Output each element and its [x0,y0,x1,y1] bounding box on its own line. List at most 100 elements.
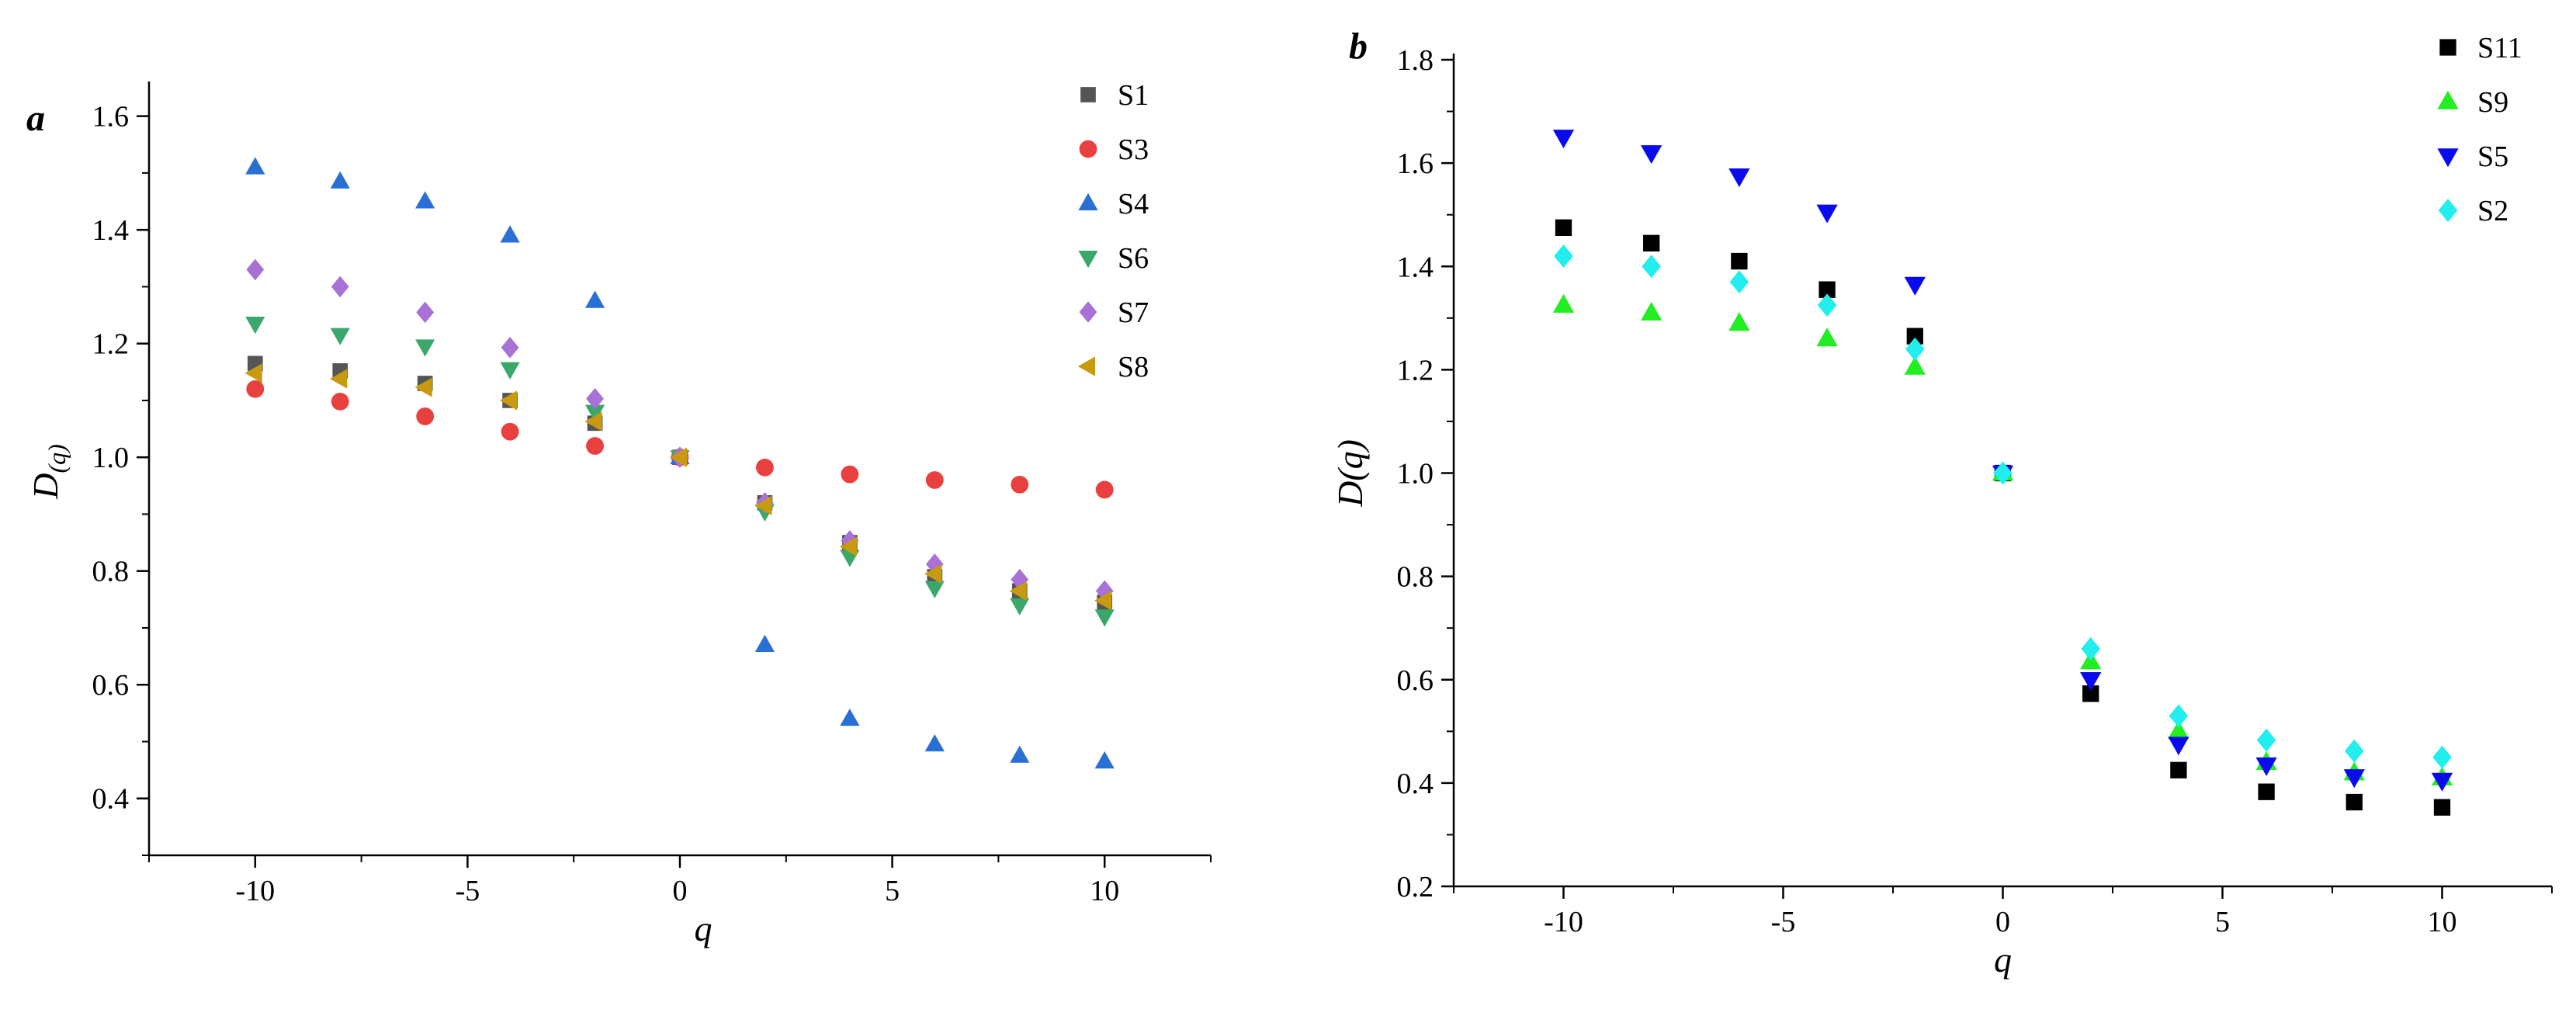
panel-b-series-S11 [1555,219,2451,816]
panel-a-legend-marker-S3 [1079,140,1097,158]
panel-a-y-tick-label: 0.8 [92,556,130,588]
panel-a-point-S7 [586,387,604,410]
panel-b-point-S11 [2345,793,2363,811]
panel-a-y-tick-label: 1.6 [92,101,130,133]
panel-a: -10 -5 0 5 10 0.4 0.6 0.8 1.0 1.2 1.4 1.6 q D(q) a S1 S3… [26,79,1212,948]
panel-a-point-S3 [501,422,519,441]
panel-a-point-S4 [1010,745,1030,763]
panel-b-point-S11 [1643,234,1660,251]
panel-b-x-tick-label: -10 [1544,906,1583,938]
panel-a-legend-marker-S1 [1080,87,1096,102]
panel-b-label: b [1349,26,1368,67]
panel-b-series-S2 [1554,244,2452,769]
panel-b-x-tick-label: 10 [2428,906,2457,938]
panel-b-point-S2 [1729,270,1749,294]
panel-b-x-axis-title: q [1994,940,2012,980]
panel-b-point-S2 [1642,255,1662,279]
panel-a-label: a [26,98,45,139]
panel-a-point-S4 [840,708,860,726]
panel-a-series-S6 [245,317,1115,627]
panel-b-point-S11 [2082,685,2099,702]
panel-a-legend-label-S6: S6 [1118,242,1149,275]
panel-b-point-S2 [2344,739,2364,763]
panel-b-point-S11 [1555,219,1572,236]
panel-a-point-S6 [330,328,350,345]
panel-b-y-tick-label: 1.4 [1397,251,1434,283]
panel-b-point-S2 [2432,745,2452,769]
panel-a-y-tick-label: 1.0 [92,442,130,474]
panel-b-point-S5 [2080,672,2102,692]
panel-a-legend-label-S3: S3 [1118,133,1149,166]
panel-b-point-S11 [1818,281,1836,298]
panel-a-point-S8 [1009,581,1027,601]
panel-a-point-S3 [841,465,859,484]
panel-b-point-S2 [2169,704,2189,728]
panel-a-point-S6 [1010,598,1030,615]
panel-b-point-S11 [2258,783,2275,800]
panel-b-x-tick-label: 5 [2215,906,2230,938]
panel-a-point-S4 [1094,751,1115,769]
panel-b-point-S2 [1554,244,1573,268]
panel-a-point-S8 [754,495,772,516]
panel-b-point-S9 [1641,301,1662,321]
panel-a-legend-label-S1: S1 [1118,79,1149,112]
panel-b-point-S2 [1905,337,1925,361]
panel-b-point-S2 [2256,728,2276,752]
panel-a-y-tick-label: 1.2 [92,328,130,361]
panel-a-x-tick-label: -5 [456,875,480,907]
panel-a-legend-marker-S4 [1078,192,1098,210]
panel-a-point-S4 [245,157,265,175]
panel-b-point-S5 [2343,769,2365,789]
panel-a-point-S7 [501,336,519,359]
panel-a-series-S7 [246,258,1114,602]
panel-a-y-tick-label: 0.6 [92,669,130,702]
panel-a-point-S3 [1011,475,1029,494]
panel-b-y-tick-label: 0.2 [1397,871,1434,903]
panel-a-point-S8 [1094,591,1112,611]
panel-a-point-S3 [586,437,604,455]
panel-b-point-S2 [1993,461,2013,485]
panel-b-legend-marker-S2 [2438,199,2458,222]
panel-a-series-S8 [244,363,1112,611]
panel-b-y-tick-label: 1.0 [1397,458,1434,491]
panel-a-point-S4 [754,634,775,652]
panel-b-y-tick-label: 1.8 [1397,44,1434,77]
panel-b-x-tick-label: -5 [1771,906,1796,938]
panel-b-point-S5 [1904,276,1926,296]
panel-a-point-S6 [245,317,265,335]
panel-b-point-S5 [1552,130,1575,149]
panel-a-point-S3 [331,392,349,411]
panel-b-legend-label-S9: S9 [2477,86,2508,119]
panel-b-y-axis-title: D(q) [1330,439,1370,508]
panel-b-x-tick-label: 0 [1995,906,2010,938]
panel-a-point-S6 [500,362,520,380]
panel-a-point-S8 [584,411,602,432]
panel-b-point-S5 [2255,757,2277,776]
panel-b: -10 -5 0 5 10 0.2 0.4 0.6 0.8 1.0 1.2 1.4 1.6 1.8 q D(q… [1330,26,2553,980]
panel-a-point-S8 [924,563,942,584]
panel-a-point-S4 [500,225,520,243]
panel-b-point-S5 [1728,168,1750,188]
panel-b-point-S11 [2433,799,2451,816]
panel-b-point-S11 [2170,761,2187,778]
panel-b-point-S9 [1904,355,1926,375]
panel-b-legend-label-S2: S2 [2477,195,2508,227]
panel-a-point-S6 [415,339,435,357]
panel-a-point-S8 [414,377,432,397]
panel-a-point-S7 [1095,580,1114,602]
panel-b-y-tick-label: 1.2 [1397,354,1434,387]
panel-b-legend-label-S11: S11 [2477,32,2522,64]
panel-a-point-S3 [416,407,435,425]
panel-b-legend-marker-S9 [2437,90,2459,109]
panel-b-point-S9 [1816,328,1838,347]
panel-a-point-S8 [499,390,518,411]
panel-a-series-S3 [246,380,1114,499]
panel-a-point-S8 [669,447,687,467]
panel-b-point-S5 [2168,737,2189,756]
panel-a-point-S6 [924,581,945,598]
panel-b-point-S5 [1816,204,1838,224]
panel-a-point-S7 [416,301,435,324]
panel-b-y-tick-label: 1.6 [1397,147,1434,180]
panel-b-point-S5 [2431,772,2453,792]
